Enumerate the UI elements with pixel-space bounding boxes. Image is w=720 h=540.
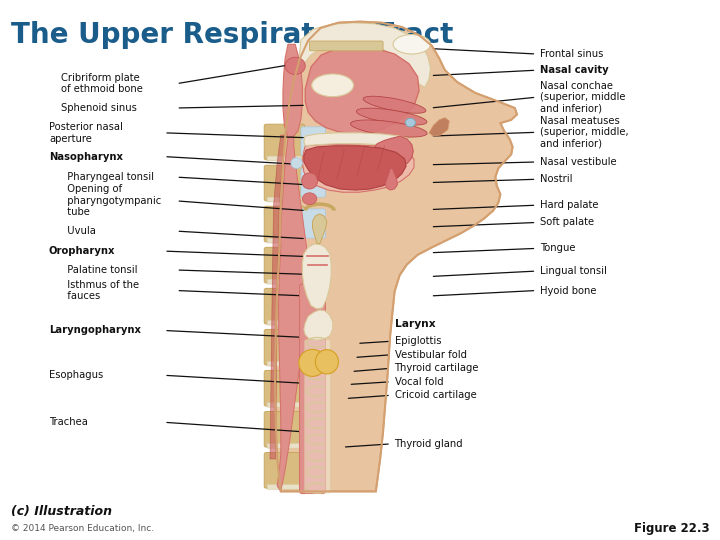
Polygon shape	[277, 136, 308, 491]
Text: Nasal conchae
(superior, middle
and inferior): Nasal conchae (superior, middle and infe…	[540, 80, 626, 114]
Text: Thyroid cartilage: Thyroid cartilage	[395, 363, 479, 373]
Polygon shape	[270, 135, 285, 459]
FancyBboxPatch shape	[300, 284, 325, 494]
Ellipse shape	[351, 120, 427, 137]
FancyBboxPatch shape	[301, 250, 325, 279]
Text: © 2014 Pearson Education, Inc.: © 2014 Pearson Education, Inc.	[11, 524, 154, 532]
Text: Vocal fold: Vocal fold	[395, 377, 444, 387]
FancyBboxPatch shape	[301, 209, 325, 238]
FancyBboxPatch shape	[301, 455, 325, 484]
FancyBboxPatch shape	[264, 206, 305, 242]
FancyBboxPatch shape	[301, 414, 325, 443]
Polygon shape	[429, 118, 449, 136]
Polygon shape	[304, 310, 333, 340]
FancyBboxPatch shape	[301, 291, 325, 320]
FancyBboxPatch shape	[301, 373, 325, 402]
Text: The Upper Respiratory Tract: The Upper Respiratory Tract	[11, 21, 453, 49]
Text: Esophagus: Esophagus	[49, 370, 103, 380]
Text: Uvula: Uvula	[61, 226, 96, 236]
Text: Hyoid bone: Hyoid bone	[540, 286, 596, 295]
FancyBboxPatch shape	[267, 279, 302, 284]
Text: Nasal meatuses
(superior, middle,
and inferior): Nasal meatuses (superior, middle, and in…	[540, 116, 629, 149]
FancyBboxPatch shape	[264, 165, 305, 201]
Polygon shape	[302, 145, 414, 192]
Text: Palatine tonsil: Palatine tonsil	[61, 265, 138, 275]
Text: Sphenoid sinus: Sphenoid sinus	[61, 103, 137, 113]
Text: Pharyngeal tonsil: Pharyngeal tonsil	[61, 172, 154, 182]
Text: Vestibular fold: Vestibular fold	[395, 350, 467, 360]
FancyBboxPatch shape	[267, 443, 302, 448]
Polygon shape	[372, 136, 413, 168]
Ellipse shape	[315, 350, 338, 374]
Ellipse shape	[312, 74, 354, 97]
FancyBboxPatch shape	[267, 361, 302, 366]
Text: (c) Illustration: (c) Illustration	[11, 505, 112, 518]
FancyBboxPatch shape	[264, 411, 305, 447]
FancyBboxPatch shape	[310, 41, 383, 51]
Ellipse shape	[393, 35, 431, 54]
Polygon shape	[312, 214, 327, 244]
Text: Opening of
  pharyngotympanic
  tube: Opening of pharyngotympanic tube	[61, 184, 161, 218]
Text: Larynx: Larynx	[395, 319, 435, 329]
FancyBboxPatch shape	[301, 332, 325, 361]
Ellipse shape	[363, 96, 426, 113]
FancyBboxPatch shape	[267, 402, 302, 407]
Ellipse shape	[291, 158, 302, 168]
Ellipse shape	[285, 57, 305, 75]
Text: Figure 22.3: Figure 22.3	[634, 522, 709, 535]
FancyBboxPatch shape	[264, 370, 305, 406]
Text: Cricoid cartilage: Cricoid cartilage	[395, 390, 477, 400]
Ellipse shape	[302, 193, 317, 205]
Polygon shape	[297, 23, 431, 87]
Text: Tongue: Tongue	[540, 244, 575, 253]
Text: Isthmus of the
  fauces: Isthmus of the fauces	[61, 280, 140, 301]
Text: Soft palate: Soft palate	[540, 218, 594, 227]
FancyBboxPatch shape	[264, 453, 305, 488]
Text: Thyroid gland: Thyroid gland	[395, 439, 463, 449]
FancyBboxPatch shape	[267, 320, 302, 325]
Text: Nostril: Nostril	[540, 174, 572, 184]
Text: Trachea: Trachea	[49, 417, 88, 427]
FancyBboxPatch shape	[267, 197, 302, 202]
Text: Cribriform plate
of ethmoid bone: Cribriform plate of ethmoid bone	[61, 73, 143, 94]
Ellipse shape	[302, 173, 318, 189]
Text: Oropharynx: Oropharynx	[49, 246, 115, 256]
FancyBboxPatch shape	[305, 340, 330, 493]
FancyBboxPatch shape	[267, 238, 302, 243]
Text: Nasal cavity: Nasal cavity	[540, 65, 608, 75]
FancyBboxPatch shape	[267, 484, 302, 489]
Ellipse shape	[299, 349, 326, 376]
Text: Frontal sinus: Frontal sinus	[540, 49, 603, 59]
Text: Nasal vestibule: Nasal vestibule	[540, 157, 616, 167]
Text: Posterior nasal
aperture: Posterior nasal aperture	[49, 122, 123, 144]
Polygon shape	[305, 46, 419, 134]
Ellipse shape	[405, 118, 415, 127]
FancyBboxPatch shape	[264, 329, 305, 365]
Ellipse shape	[356, 108, 427, 125]
FancyBboxPatch shape	[264, 124, 305, 160]
Text: Nasopharynx: Nasopharynx	[49, 152, 123, 161]
FancyBboxPatch shape	[301, 127, 325, 156]
FancyBboxPatch shape	[267, 156, 302, 161]
Text: Laryngopharynx: Laryngopharynx	[49, 326, 141, 335]
Polygon shape	[385, 168, 397, 190]
Text: Epiglottis: Epiglottis	[395, 336, 441, 346]
Polygon shape	[302, 244, 331, 309]
Polygon shape	[304, 133, 410, 146]
FancyBboxPatch shape	[264, 247, 305, 283]
Text: Hard palate: Hard palate	[540, 200, 598, 210]
FancyBboxPatch shape	[301, 168, 325, 197]
Polygon shape	[275, 22, 517, 491]
Text: Lingual tonsil: Lingual tonsil	[540, 266, 607, 276]
Polygon shape	[283, 44, 302, 138]
Polygon shape	[304, 146, 406, 190]
FancyBboxPatch shape	[264, 288, 305, 324]
